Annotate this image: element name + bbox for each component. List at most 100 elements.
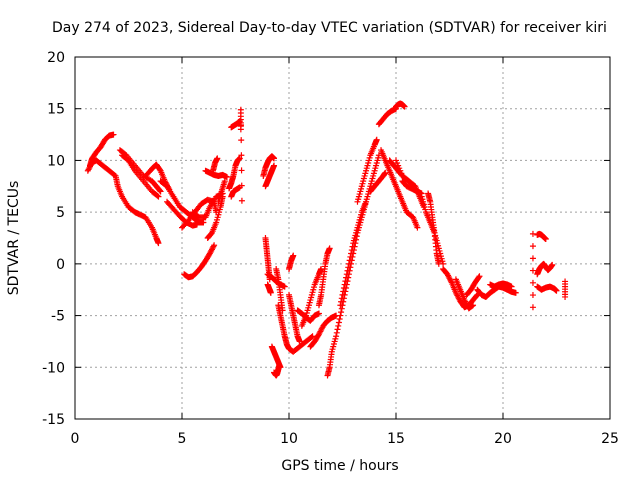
data-point bbox=[238, 197, 245, 204]
data-point bbox=[346, 257, 353, 264]
data-point bbox=[338, 298, 345, 305]
data-point bbox=[336, 316, 343, 323]
data-point bbox=[276, 362, 283, 369]
data-point bbox=[542, 236, 549, 243]
data-point bbox=[476, 273, 483, 280]
y-tick-label: -10 bbox=[42, 360, 65, 376]
data-point bbox=[508, 283, 515, 290]
data-point bbox=[156, 187, 163, 194]
axis-ticks: 0 5 10 15 20 25 -15 -10 -5 0 5 10 15 20 bbox=[42, 50, 619, 447]
y-tick-label: 20 bbox=[47, 50, 65, 66]
data-point bbox=[475, 274, 482, 281]
data-point bbox=[529, 230, 536, 237]
data-point bbox=[267, 289, 274, 296]
data-point bbox=[529, 304, 536, 311]
data-point bbox=[214, 155, 221, 162]
data-point bbox=[271, 155, 278, 162]
data-point bbox=[363, 198, 370, 205]
data-point bbox=[512, 289, 519, 296]
data-point bbox=[343, 271, 350, 278]
y-tick-label: -15 bbox=[42, 412, 65, 428]
data-point bbox=[529, 292, 536, 299]
data-point bbox=[338, 309, 345, 316]
data-point bbox=[473, 292, 480, 299]
data-point bbox=[333, 333, 340, 340]
x-tick-label: 5 bbox=[178, 431, 187, 447]
data-point bbox=[281, 283, 288, 290]
data-point bbox=[308, 334, 315, 341]
grid bbox=[75, 57, 610, 419]
data-point bbox=[338, 305, 345, 312]
data-point bbox=[401, 103, 408, 110]
chart-title: Day 274 of 2023, Sidereal Day-to-day VTE… bbox=[52, 20, 607, 36]
data-point bbox=[529, 243, 536, 250]
data-point bbox=[339, 291, 346, 298]
data-point bbox=[238, 121, 245, 128]
data-point bbox=[529, 255, 536, 262]
data-point bbox=[340, 288, 347, 295]
data-point bbox=[157, 188, 164, 195]
y-tick-label: 15 bbox=[47, 102, 65, 118]
data-point bbox=[210, 243, 217, 250]
data-point bbox=[340, 284, 347, 291]
data-point bbox=[334, 326, 341, 333]
y-tick-label: -5 bbox=[51, 309, 65, 325]
data-point bbox=[154, 192, 161, 199]
data-point bbox=[200, 219, 207, 226]
data-point bbox=[337, 312, 344, 319]
data-point bbox=[562, 293, 569, 300]
data-point bbox=[326, 245, 333, 252]
data-point bbox=[347, 253, 354, 260]
data-point bbox=[211, 242, 218, 249]
y-tick-label: 0 bbox=[56, 257, 65, 273]
data-point bbox=[155, 240, 162, 247]
data-point bbox=[338, 295, 345, 302]
data-point bbox=[342, 278, 349, 285]
data-point bbox=[343, 274, 350, 281]
data-point bbox=[529, 267, 536, 274]
data-point bbox=[279, 307, 286, 314]
data-point bbox=[290, 252, 297, 259]
data-point bbox=[553, 287, 560, 294]
data-point bbox=[223, 173, 230, 180]
data-point bbox=[335, 322, 342, 329]
data-point bbox=[337, 302, 344, 309]
data-point bbox=[373, 136, 380, 143]
data-point bbox=[333, 329, 340, 336]
data-point bbox=[238, 182, 245, 189]
data-point bbox=[238, 167, 245, 174]
data-point bbox=[345, 260, 352, 267]
data-point bbox=[296, 338, 303, 345]
plot-frame bbox=[74, 56, 611, 420]
data-point bbox=[414, 224, 421, 231]
data-point bbox=[447, 278, 454, 285]
x-tick-label: 10 bbox=[280, 431, 298, 447]
data-point bbox=[348, 247, 355, 254]
data-points bbox=[84, 100, 569, 379]
data-point bbox=[238, 152, 245, 159]
data-point bbox=[549, 261, 556, 268]
data-point bbox=[110, 131, 117, 138]
x-tick-label: 25 bbox=[601, 431, 619, 447]
data-point bbox=[237, 106, 244, 113]
data-point bbox=[221, 178, 228, 185]
x-tick-label: 0 bbox=[71, 431, 80, 447]
data-point bbox=[344, 267, 351, 274]
data-point bbox=[349, 243, 356, 250]
y-tick-label: 10 bbox=[47, 153, 65, 169]
x-tick-label: 15 bbox=[387, 431, 405, 447]
data-point bbox=[155, 193, 162, 200]
data-point bbox=[238, 137, 245, 144]
data-point bbox=[236, 155, 243, 162]
x-axis-label: GPS time / hours bbox=[281, 458, 398, 474]
data-point bbox=[345, 264, 352, 271]
data-point bbox=[315, 310, 322, 317]
y-tick-label: 5 bbox=[56, 205, 65, 221]
data-point bbox=[193, 221, 200, 228]
data-point bbox=[348, 250, 355, 257]
data-point bbox=[271, 162, 278, 169]
x-tick-label: 20 bbox=[494, 431, 512, 447]
data-point bbox=[529, 279, 536, 286]
